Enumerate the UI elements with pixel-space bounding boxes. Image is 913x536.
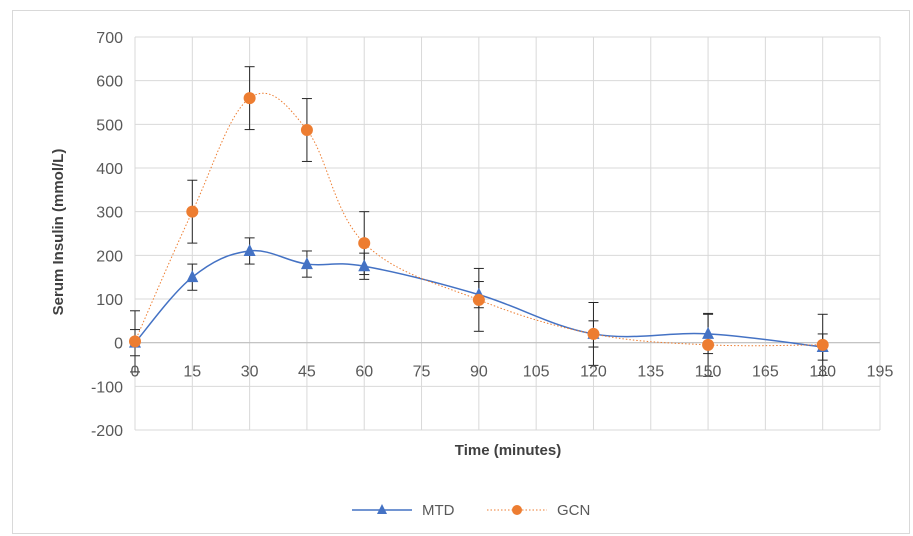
y-tick-label: 600: [96, 74, 123, 91]
x-tick-label: 165: [752, 364, 779, 381]
markers: [129, 92, 829, 353]
x-tick-label: 75: [413, 364, 431, 381]
x-tick-label: 0: [131, 364, 140, 381]
x-tick-label: 15: [183, 364, 201, 381]
data-point-gcn: [587, 327, 600, 340]
data-point-mtd: [358, 259, 371, 272]
x-tick-label: 60: [355, 364, 373, 381]
y-tick-label: 200: [96, 248, 123, 265]
legend-label-gcn: GCN: [557, 502, 590, 519]
y-tick-label: 100: [96, 292, 123, 309]
y-tick-labels: -200 -100 0 100 200 300 400 500 600 700: [91, 30, 123, 440]
y-tick-label: 500: [96, 117, 123, 134]
data-point-gcn: [358, 237, 371, 250]
y-axis-title: Serum Insulin (mmol/L): [50, 149, 67, 316]
x-tick-label: 180: [809, 364, 836, 381]
x-tick-label: 120: [580, 364, 607, 381]
x-tick-label: 30: [241, 364, 259, 381]
x-tick-label: 45: [298, 364, 316, 381]
data-point-gcn: [243, 92, 256, 105]
y-tick-label: 400: [96, 161, 123, 178]
x-tick-labels: 0 15 30 45 60 75 90 105 120 135 150 165 180 195: [131, 364, 894, 381]
x-tick-label: 150: [695, 364, 722, 381]
data-point-gcn: [300, 124, 313, 137]
legend-marker-mtd: [377, 504, 387, 514]
x-tick-label: 90: [470, 364, 488, 381]
legend-label-mtd: MTD: [422, 502, 455, 519]
series-line-mtd: [134, 249, 823, 348]
y-tick-label: 0: [114, 336, 123, 353]
y-tick-label: 700: [96, 30, 123, 47]
data-point-gcn: [129, 335, 141, 348]
series-lines: [134, 92, 823, 348]
data-point-mtd: [186, 270, 199, 283]
x-axis-title: Time (minutes): [455, 442, 561, 459]
data-point-mtd: [243, 243, 256, 256]
data-point-gcn: [186, 205, 199, 218]
y-tick-label: -100: [91, 379, 123, 396]
x-tick-label: 105: [523, 364, 550, 381]
data-point-gcn: [702, 338, 715, 351]
legend-marker-gcn: [512, 505, 522, 515]
y-tick-label: -200: [91, 423, 123, 440]
x-tick-label: 195: [867, 364, 894, 381]
legend: MTD GCN: [352, 502, 590, 519]
x-tick-label: 135: [637, 364, 664, 381]
data-point-mtd: [300, 257, 313, 270]
chart-frame: [12, 10, 910, 534]
y-tick-label: 300: [96, 205, 123, 222]
data-point-mtd: [702, 326, 715, 339]
data-point-gcn: [816, 338, 829, 351]
data-point-gcn: [472, 293, 485, 306]
